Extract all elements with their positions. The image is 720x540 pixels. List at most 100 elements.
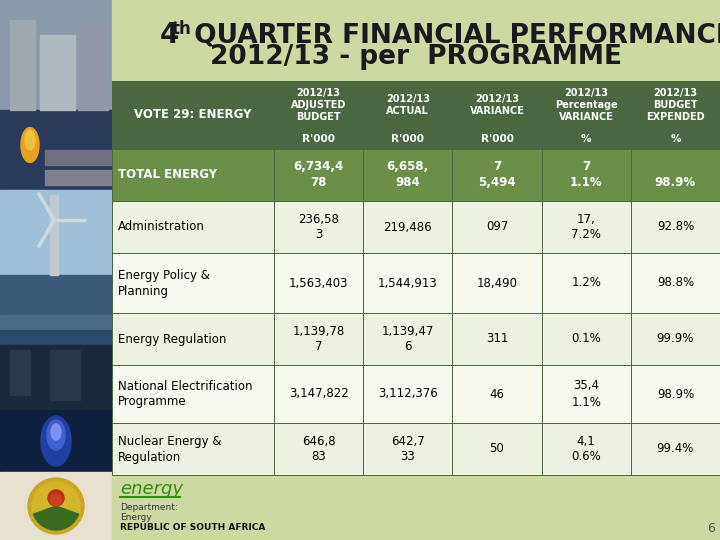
Bar xyxy=(112,201,274,253)
Text: QUARTER FINANCIAL PERFORMANCE FOR: QUARTER FINANCIAL PERFORMANCE FOR xyxy=(185,22,720,48)
Text: 1,139,47
6: 1,139,47 6 xyxy=(382,325,434,354)
Ellipse shape xyxy=(51,424,61,440)
Bar xyxy=(541,313,631,365)
Bar xyxy=(541,129,631,149)
Bar xyxy=(274,313,363,365)
Bar xyxy=(452,313,541,365)
Text: Energy Policy &
Planning: Energy Policy & Planning xyxy=(118,268,210,298)
Bar xyxy=(112,423,274,475)
Text: 2012/13 - per  PROGRAMME: 2012/13 - per PROGRAMME xyxy=(210,44,622,70)
Bar xyxy=(452,129,541,149)
Bar xyxy=(541,253,631,313)
Bar xyxy=(631,129,720,149)
Bar xyxy=(452,129,541,149)
Bar xyxy=(0,410,112,472)
Text: 92.8%: 92.8% xyxy=(657,220,694,233)
Text: 642,7
33: 642,7 33 xyxy=(391,435,425,463)
Bar xyxy=(274,149,363,201)
Text: 7
1.1%: 7 1.1% xyxy=(570,160,603,190)
Text: %: % xyxy=(670,134,680,144)
Bar xyxy=(0,472,112,540)
Bar xyxy=(0,190,112,275)
Bar xyxy=(112,0,720,80)
Bar xyxy=(0,345,112,410)
Bar xyxy=(274,81,363,129)
Text: Department:: Department: xyxy=(120,503,178,511)
Text: 2012/13
BUDGET
EXPENDED: 2012/13 BUDGET EXPENDED xyxy=(646,87,705,123)
Text: R'000: R'000 xyxy=(302,134,335,144)
Text: Energy: Energy xyxy=(120,512,152,522)
Ellipse shape xyxy=(47,420,65,450)
Wedge shape xyxy=(33,506,78,530)
Bar xyxy=(10,20,35,110)
Bar xyxy=(452,201,541,253)
Bar xyxy=(45,150,112,165)
Bar xyxy=(631,201,720,253)
Bar xyxy=(274,365,363,423)
Bar xyxy=(363,253,452,313)
Text: 98.9%: 98.9% xyxy=(657,388,694,401)
Text: 2012/13
Percentage
VARIANCE: 2012/13 Percentage VARIANCE xyxy=(555,87,618,123)
Bar xyxy=(112,365,274,423)
Text: 3,147,822: 3,147,822 xyxy=(289,388,348,401)
Bar xyxy=(112,201,274,253)
Bar xyxy=(541,81,631,129)
Bar xyxy=(363,149,452,201)
Bar xyxy=(112,149,274,201)
Bar xyxy=(541,149,631,201)
Bar xyxy=(0,110,112,190)
Bar xyxy=(274,423,363,475)
Bar xyxy=(45,170,112,185)
Bar xyxy=(452,423,541,475)
Bar xyxy=(631,81,720,129)
Bar xyxy=(631,253,720,313)
Bar xyxy=(452,313,541,365)
Bar xyxy=(274,201,363,253)
Bar xyxy=(0,330,112,345)
Text: 7
5,494: 7 5,494 xyxy=(478,160,516,190)
Bar xyxy=(112,81,274,149)
Text: 219,486: 219,486 xyxy=(384,220,432,233)
Text: 35,4
1.1%: 35,4 1.1% xyxy=(571,380,601,408)
Text: 097: 097 xyxy=(486,220,508,233)
Bar xyxy=(274,149,363,201)
Bar xyxy=(363,129,452,149)
Bar xyxy=(363,313,452,365)
Bar xyxy=(363,423,452,475)
Text: REPUBLIC OF SOUTH AFRICA: REPUBLIC OF SOUTH AFRICA xyxy=(120,523,266,531)
Bar xyxy=(363,201,452,253)
Text: 1,139,78
7: 1,139,78 7 xyxy=(292,325,345,354)
Text: 17,
7.2%: 17, 7.2% xyxy=(571,213,601,241)
Bar xyxy=(112,475,720,540)
Ellipse shape xyxy=(25,130,35,150)
Text: 646,8
83: 646,8 83 xyxy=(302,435,336,463)
Bar xyxy=(541,423,631,475)
Bar xyxy=(0,0,112,110)
Bar xyxy=(112,149,274,201)
Bar xyxy=(363,365,452,423)
Bar xyxy=(363,365,452,423)
Text: VOTE 29: ENERGY: VOTE 29: ENERGY xyxy=(134,109,252,122)
Text: 4: 4 xyxy=(160,21,179,49)
Bar xyxy=(631,149,720,201)
Bar xyxy=(452,253,541,313)
Bar xyxy=(50,350,80,400)
Text: 46: 46 xyxy=(490,388,505,401)
Text: Nuclear Energy &
Regulation: Nuclear Energy & Regulation xyxy=(118,435,222,463)
Bar xyxy=(363,149,452,201)
Bar xyxy=(631,365,720,423)
Bar xyxy=(363,81,452,129)
Text: R'000: R'000 xyxy=(391,134,424,144)
Text: R'000: R'000 xyxy=(480,134,513,144)
Bar xyxy=(541,201,631,253)
Text: 1,544,913: 1,544,913 xyxy=(378,276,438,289)
Bar xyxy=(274,423,363,475)
Bar xyxy=(112,423,274,475)
Bar xyxy=(274,81,363,129)
Bar xyxy=(274,253,363,313)
Bar xyxy=(40,35,75,110)
Bar xyxy=(112,81,274,149)
Text: 2012/13
VARIANCE: 2012/13 VARIANCE xyxy=(469,94,524,116)
Text: 99.4%: 99.4% xyxy=(657,442,694,456)
Bar xyxy=(452,81,541,129)
